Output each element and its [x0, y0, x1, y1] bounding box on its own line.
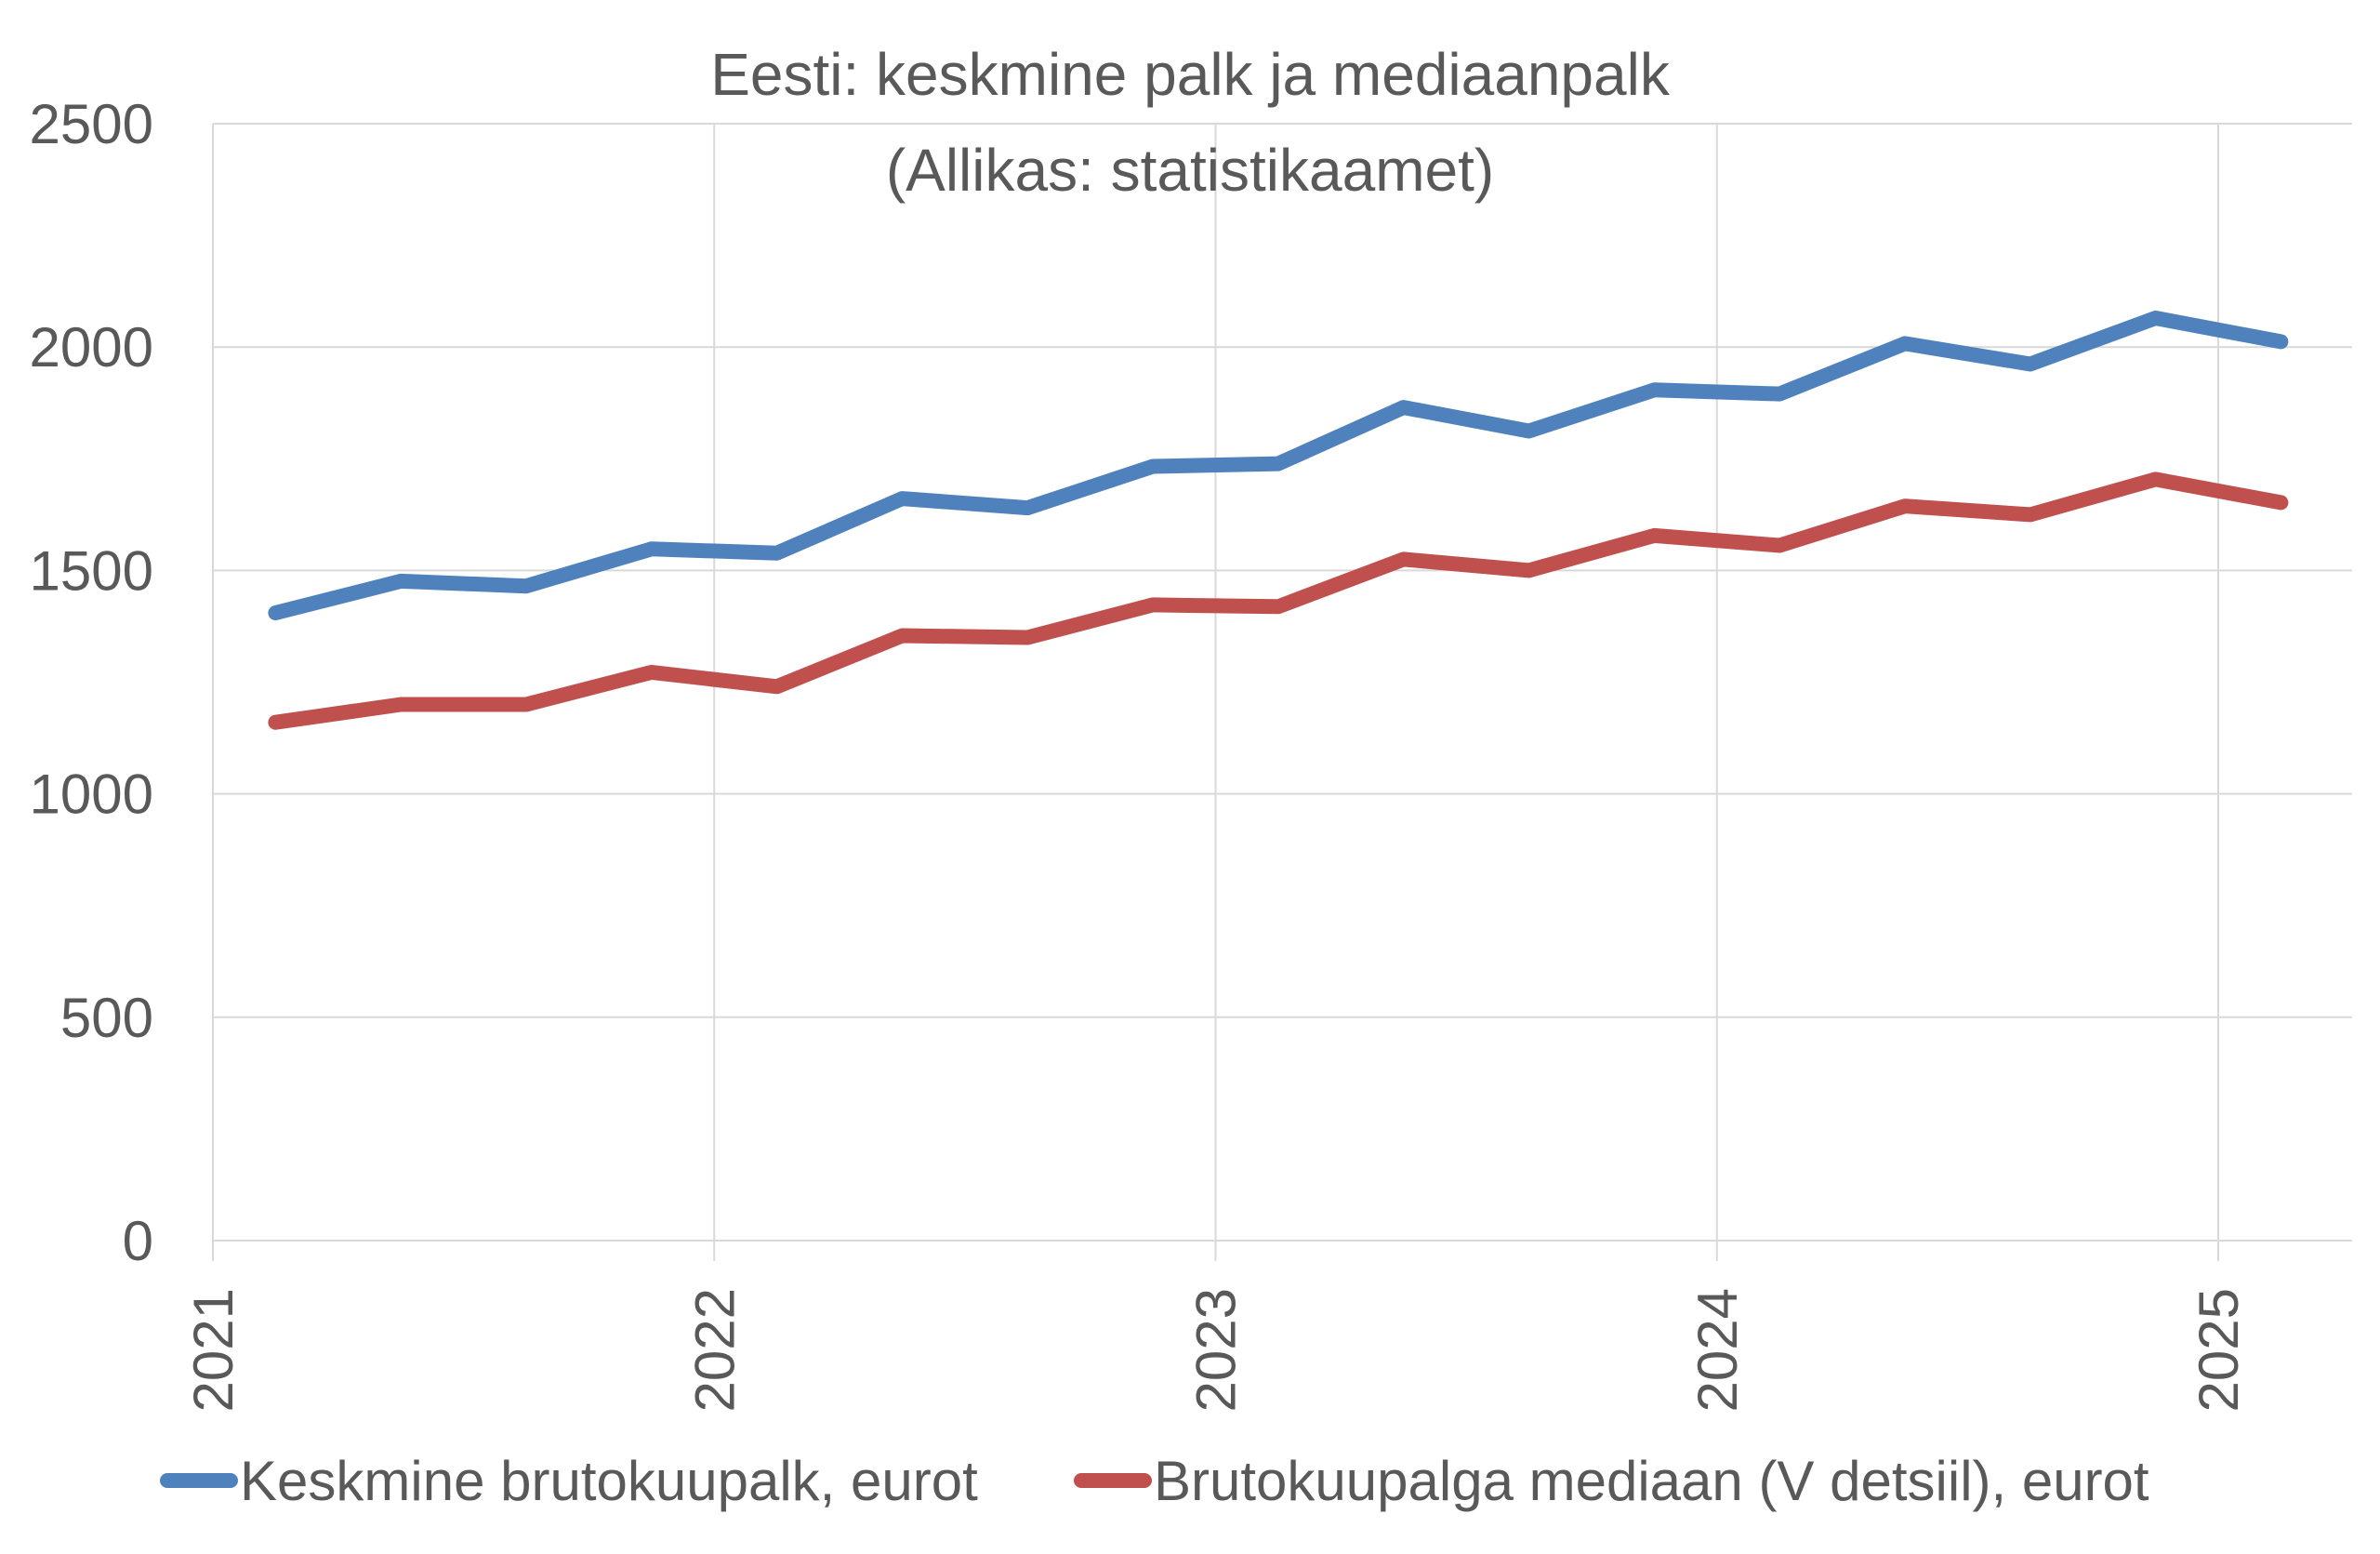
series-line-1: [268, 311, 2289, 620]
legend-label-2: Brutokuupalga mediaan (V detsiil), eurot: [1154, 1450, 2149, 1512]
gridlines: [212, 123, 2352, 1261]
legend: Keskmine brutokuupalk, eurot Brutokuupalg…: [160, 1450, 2149, 1512]
x-tick-label: 2024: [1686, 1288, 1749, 1412]
x-tick-label: 2021: [182, 1288, 245, 1412]
x-tick-label: 2025: [2188, 1288, 2250, 1412]
series-lines: [268, 311, 2289, 730]
y-tick-label: 2500: [30, 93, 153, 155]
x-tick-label: 2023: [1185, 1288, 1248, 1412]
y-tick-label: 1500: [30, 539, 153, 602]
y-tick-label: 500: [60, 987, 153, 1049]
axes: 0 500 1000 1500 2000 2500 2021 2022 2023 2024 2025: [30, 93, 2250, 1412]
y-tick-label: 1000: [30, 764, 153, 826]
y-tick-label: 2000: [30, 316, 153, 379]
legend-label-1: Keskmine brutokuupalk, eurot: [240, 1450, 978, 1512]
y-tick-label: 0: [123, 1210, 153, 1272]
chart-title: Eesti: keskmine palk ja mediaanpalk: [710, 41, 1671, 108]
x-tick-label: 2022: [683, 1288, 746, 1412]
chart-subtitle: (Allikas: statistikaamet): [886, 137, 1494, 204]
series-line-2: [268, 472, 2289, 730]
